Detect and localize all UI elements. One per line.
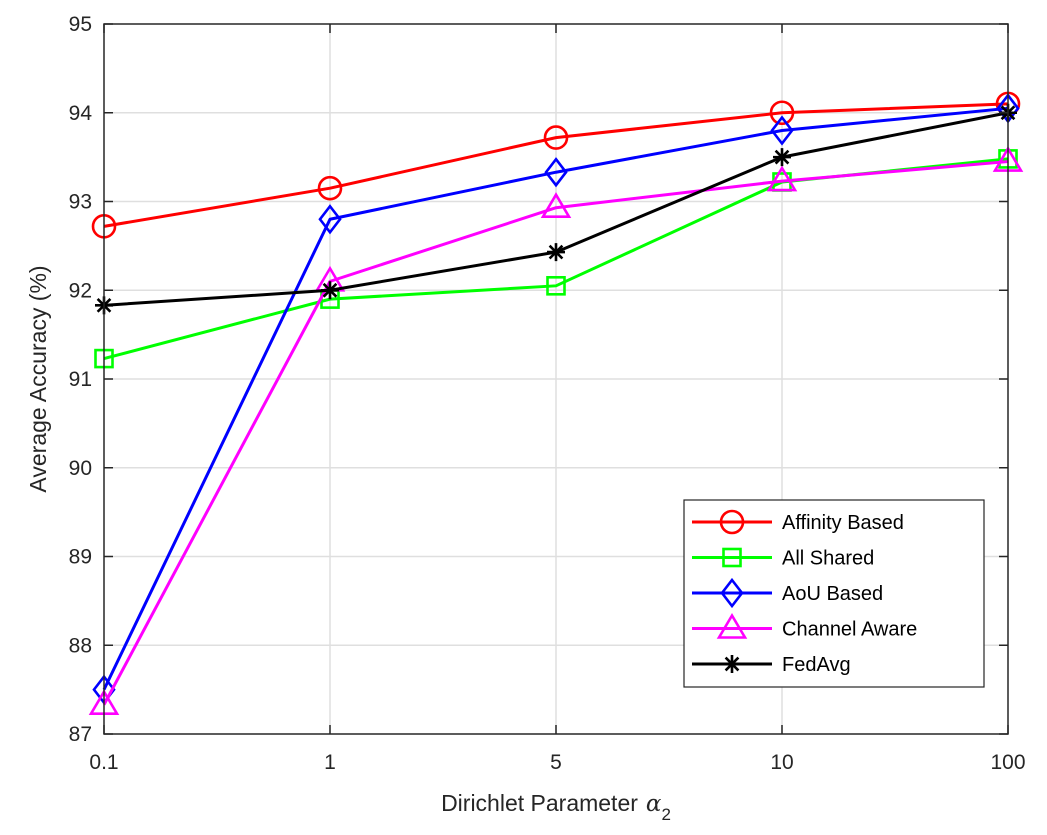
legend-marker: [720, 577, 744, 609]
y-tick-label: 90: [69, 457, 92, 480]
x-axis-title-text: Dirichlet Parameter: [441, 790, 638, 816]
y-tick-label: 94: [69, 102, 93, 125]
data-point-aou-based: [770, 115, 794, 146]
y-tick-label: 91: [69, 368, 92, 391]
data-point-affinity-based: [317, 175, 343, 201]
data-point-aou-based: [544, 157, 568, 188]
data-point-aou-based: [318, 204, 342, 235]
x-axis-title: Dirichlet Parameter α2: [441, 790, 671, 824]
legend-marker: [723, 655, 741, 673]
legend-item-affinity-based: Affinity Based: [692, 509, 904, 535]
data-point-channel-aware: [766, 165, 798, 192]
y-tick-label: 89: [69, 546, 92, 569]
legend-label: AoU Based: [782, 583, 883, 605]
x-tick-label: 0.1: [89, 751, 118, 774]
y-tick-label: 93: [69, 191, 92, 214]
y-tick-label: 92: [69, 279, 92, 302]
legend-item-fedavg: FedAvg: [692, 654, 851, 676]
data-point-fedavg: [321, 281, 339, 300]
legend: Affinity Based All Shared AoU Based Channel…: [683, 499, 985, 688]
data-point-fedavg: [547, 243, 565, 262]
data-point-affinity-based: [543, 125, 569, 150]
x-tick-label: 10: [770, 751, 793, 774]
axis-ticks: [103, 23, 1009, 735]
y-tick-label: 87: [69, 723, 92, 746]
x-tick-label: 100: [990, 751, 1025, 774]
data-point-all-shared: [546, 276, 566, 296]
tick-labels: 0.1 1 5 10 100 87 88 89 90 91 92 93 94 95: [69, 13, 1026, 774]
x-axis-title-symbol: α: [646, 791, 662, 817]
x-axis-title-subscript: 2: [661, 805, 670, 824]
legend-item-channel-aware: Channel Aware: [692, 612, 917, 641]
legend-marker: [716, 612, 748, 639]
y-tick-label: 88: [69, 634, 92, 657]
x-tick-label: 1: [324, 751, 336, 774]
legend-label: Affinity Based: [782, 512, 904, 534]
y-tick-label: 95: [69, 13, 92, 36]
legend-label: All Shared: [782, 548, 874, 570]
series-line-channel-aware: [102, 160, 1009, 706]
data-point-fedavg: [773, 148, 791, 167]
data-point-channel-aware: [540, 192, 572, 219]
legend-item-aou-based: AoU Based: [692, 577, 883, 609]
data-point-affinity-based: [769, 100, 795, 126]
legend-item-all-shared: All Shared: [692, 548, 874, 570]
series-line-aou-based: [102, 106, 1009, 691]
legend-marker: [722, 547, 742, 568]
legend-label: FedAvg: [782, 654, 851, 676]
y-axis-title: Average Accuracy (%): [25, 265, 51, 492]
legend-marker: [719, 509, 745, 535]
series-line-affinity-based: [103, 102, 1009, 228]
x-tick-label: 5: [550, 751, 562, 774]
legend-label: Channel Aware: [782, 619, 917, 641]
